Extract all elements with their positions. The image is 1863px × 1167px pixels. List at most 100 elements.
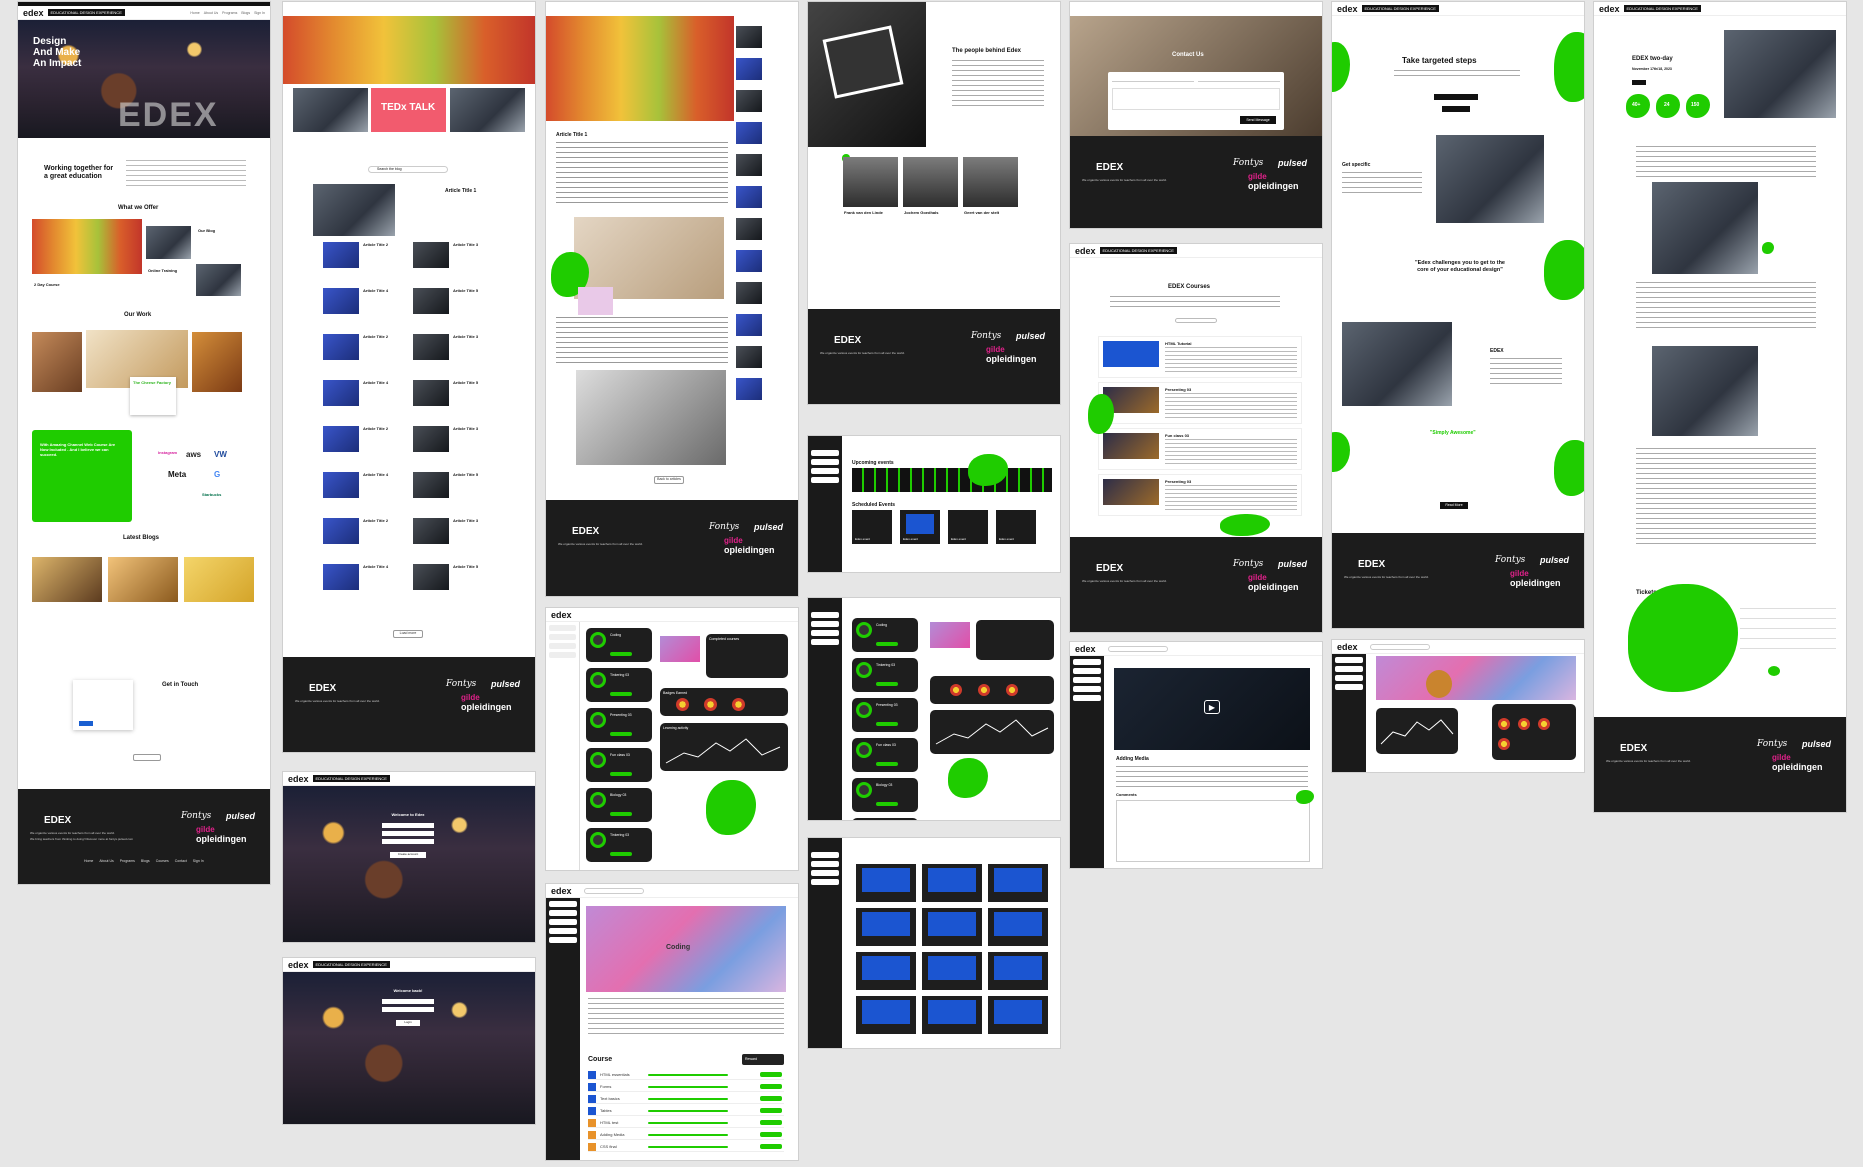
sidebar-article-thumb[interactable] [736,90,762,112]
blog-thumb-1[interactable] [293,88,368,132]
article-title[interactable]: Article Title 4 [363,380,389,385]
offer-online-label[interactable]: Online Training [148,268,178,273]
article-image[interactable] [413,242,449,268]
footer-home[interactable]: Home [84,859,94,863]
course-card[interactable]: Presenting 03 [852,698,918,732]
lesson-row[interactable]: Text basics [588,1094,784,1104]
course-tile[interactable] [856,864,916,902]
footer-programs[interactable]: Programs [119,859,135,863]
article-image[interactable] [413,564,449,590]
targeted-button-2[interactable] [1442,106,1470,112]
course-card[interactable]: Presenting 03 [586,708,652,742]
edex-logo[interactable]: edex [288,959,309,970]
article-image[interactable] [413,426,449,452]
sidebar-article-thumb[interactable] [736,314,762,336]
sidebar-article-thumb[interactable] [736,26,762,48]
continue-button[interactable] [610,812,632,816]
course-tile[interactable] [988,952,1048,990]
lesson-row[interactable]: Tables [588,1106,784,1116]
article-1-title[interactable]: Article Title 1 [445,188,477,194]
sidebar-article-thumb[interactable] [736,58,762,80]
contact-email-field[interactable] [1198,76,1280,82]
footer-courses[interactable]: Courses [155,859,169,863]
course-tile[interactable] [922,864,982,902]
footer-blogs[interactable]: Blogs [140,859,150,863]
article-title[interactable]: Article Title 2 [363,334,389,339]
course-tile[interactable] [988,864,1048,902]
article-image[interactable] [323,426,359,452]
twoday-button[interactable] [1632,80,1646,85]
owl-avatar[interactable] [1426,670,1452,698]
course-card[interactable]: Coding [586,628,652,662]
continue-button[interactable] [610,652,632,656]
footer-about[interactable]: About Us [99,859,114,863]
contact-submit-button[interactable] [79,721,93,726]
course-card[interactable]: Tinkering 03 [586,828,652,862]
article-title[interactable]: Article Title 4 [363,288,389,293]
course-card[interactable]: Coding [852,618,918,652]
continue-button[interactable] [876,642,898,646]
article-title[interactable]: Article Title 2 [363,426,389,431]
article-title[interactable]: Article Title 3 [453,518,479,523]
contact-name-field[interactable] [1112,76,1194,82]
edex-course-item[interactable]: HTML Tutorial [1098,336,1302,378]
play-icon[interactable]: ▶ [1204,700,1220,714]
edex-logo[interactable]: edex [288,773,309,784]
article-title[interactable]: Article Title 4 [363,472,389,477]
edex-logo[interactable]: edex [1337,3,1358,14]
search-input[interactable] [1369,643,1430,650]
edex-logo[interactable]: edex [551,885,572,896]
article-title[interactable]: Article Title 5 [453,288,479,293]
event-card-1[interactable]: Edex event [852,510,892,544]
article-title[interactable]: Article Title 4 [363,564,389,569]
nav-sign-in[interactable]: Sign In [254,10,265,15]
targeted-button-1[interactable] [1434,94,1478,100]
continue-button[interactable] [876,802,898,806]
sidebar-article-thumb[interactable] [736,122,762,144]
sidebar-article-thumb[interactable] [736,154,762,176]
login-button[interactable]: Login [396,1020,420,1026]
course-tile[interactable] [988,996,1048,1034]
edex-logo[interactable]: edex [1337,641,1358,652]
tedx-thumb[interactable]: TEDx TALK [371,88,446,132]
article-title[interactable]: Article Title 3 [453,242,479,247]
article-image[interactable] [323,564,359,590]
course-card[interactable]: Biology 03 [852,778,918,812]
blog-load-more-button[interactable]: Load more [393,630,423,638]
progress-coding-image[interactable] [930,622,970,648]
nav-programs[interactable]: Programs [222,10,238,15]
lesson-start-button[interactable] [760,1072,782,1077]
lesson-row[interactable]: HTML essentials [588,1070,784,1080]
signup-field-3[interactable] [382,839,434,844]
edex-course-item[interactable]: Fun class 03 [1098,428,1302,470]
search-input[interactable] [583,887,644,894]
course-tile[interactable] [922,952,982,990]
search-blog-input[interactable]: Search the blog [368,166,448,173]
article-image[interactable] [413,334,449,360]
article-image[interactable] [413,518,449,544]
course-card[interactable]: Tinkering 03 [852,818,918,820]
cheese-card[interactable]: The Cheese Factory [130,377,176,415]
course-card[interactable]: Biology 03 [586,788,652,822]
offer-course-label[interactable]: 2 Day Course [34,282,60,287]
lesson-row[interactable]: HTML test [588,1118,784,1128]
nav-home[interactable]: Home [190,10,200,15]
footer-contact[interactable]: Contact [174,859,187,863]
continue-button[interactable] [610,852,632,856]
continue-button[interactable] [876,722,898,726]
lesson-row[interactable]: CSS final [588,1142,784,1152]
article-1-image[interactable] [313,184,395,236]
edex-course-item[interactable]: Presenting 03 [1098,474,1302,516]
edex-logo[interactable]: edex [23,7,44,18]
contact-message-field[interactable] [1112,88,1280,110]
offer-blog-label[interactable]: Our Blog [198,228,216,233]
article-image[interactable] [323,518,359,544]
lesson-row[interactable]: Adding Media [588,1130,784,1140]
continue-button[interactable] [610,692,632,696]
course-tile[interactable] [922,908,982,946]
edex-course-item[interactable]: Presenting 03 [1098,382,1302,424]
event-card-4[interactable]: Edex event [996,510,1036,544]
course-tile[interactable] [922,996,982,1034]
course-tile[interactable] [856,908,916,946]
lesson-start-button[interactable] [760,1096,782,1101]
